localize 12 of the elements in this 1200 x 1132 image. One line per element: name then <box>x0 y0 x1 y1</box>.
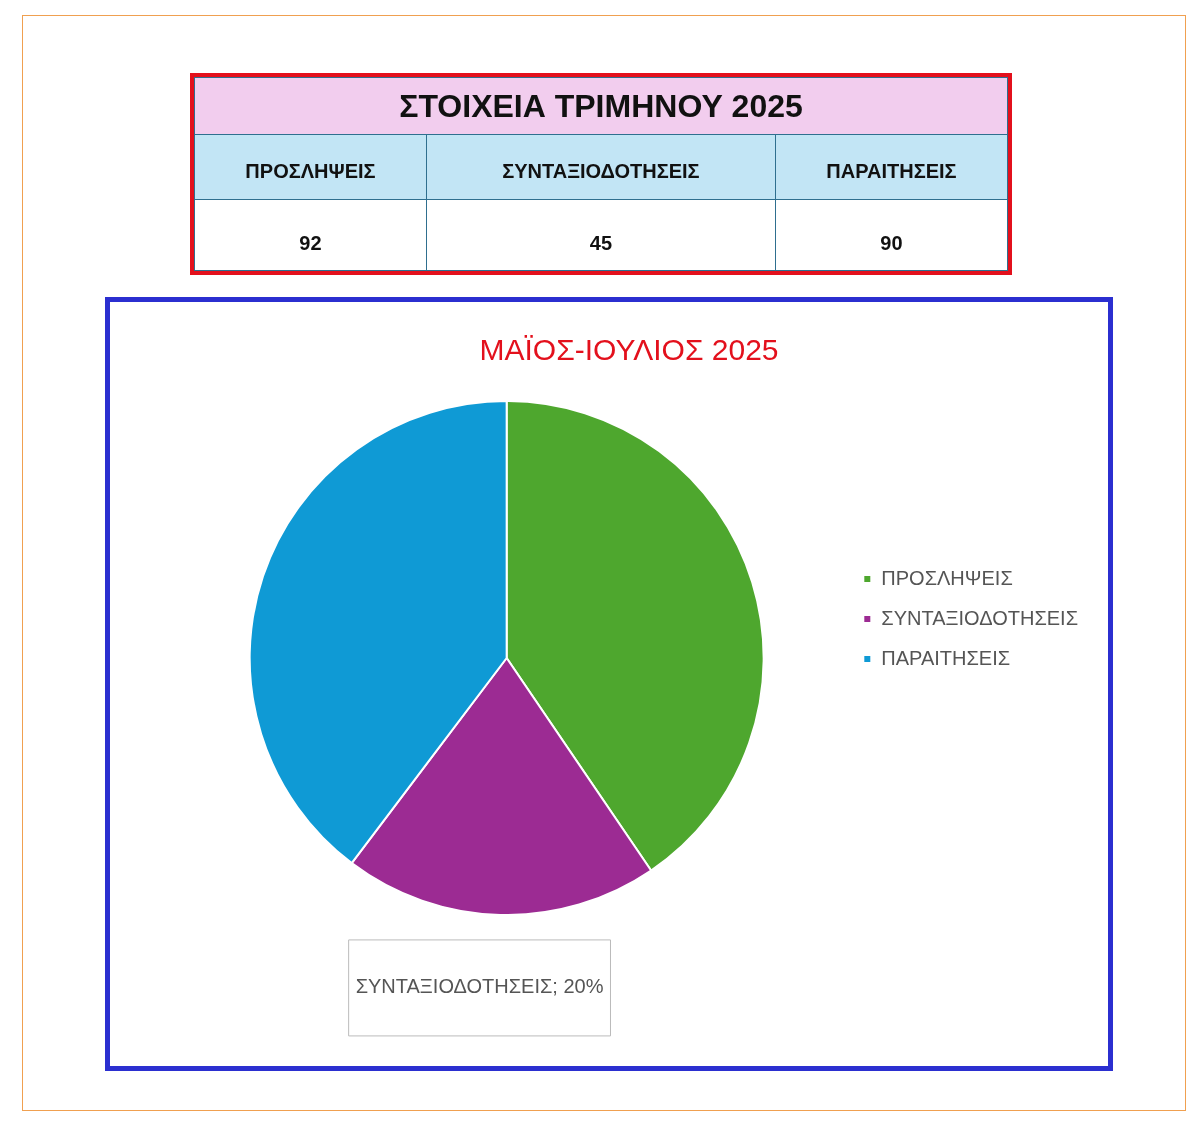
category-label: ΣΥΝΤΑΞΙΟΔΟΤΗΣΕΙΣ <box>426 134 776 200</box>
data-label: ΣΥΝΤΑΞΙΟΔΟΤΗΣΕΙΣ; 20% <box>355 975 604 998</box>
data-label: 90 <box>775 199 1008 271</box>
legend-label: ΠΡΟΣΛΗΨΕΙΣ <box>881 566 1013 589</box>
data-label: 92 <box>194 199 427 271</box>
text: ΣΤΟΙΧΕΙΑ ΤΡΙΜΗΝΟΥ 2025 <box>194 77 1008 135</box>
category-label: ΠΡΟΣΛΗΨΕΙΣ <box>194 134 427 200</box>
chart-title: ΜΑΪΟΣ-ΙΟΥΛΙΟΣ 2025 <box>479 333 779 367</box>
data-label: 45 <box>426 199 776 271</box>
legend-label: ΠΑΡΑΙΤΗΣΕΙΣ <box>881 646 1011 669</box>
category-label: ΠΑΡΑΙΤΗΣΕΙΣ <box>775 134 1008 200</box>
legend-label: ΣΥΝΤΑΞΙΟΔΟΤΗΣΕΙΣ <box>881 606 1079 629</box>
